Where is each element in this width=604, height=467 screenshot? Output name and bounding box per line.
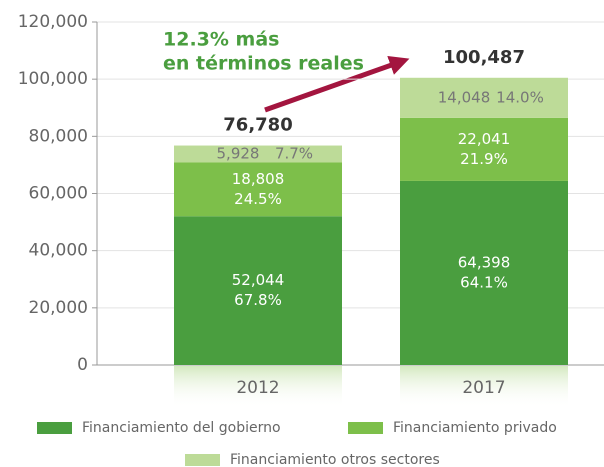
arrow <box>264 55 410 113</box>
legend-label: Financiamiento otros sectores <box>230 452 440 467</box>
data-label: 22,041 <box>458 130 511 148</box>
x-tick-label: 2012 <box>236 378 279 398</box>
share-label: 67.8% <box>234 291 282 309</box>
y-tick-label: 20,000 <box>29 298 88 318</box>
legend-label: Financiamiento privado <box>393 420 557 436</box>
legend-swatch <box>37 422 72 434</box>
data-label: 18,808 <box>232 170 285 188</box>
bar-segment <box>400 117 568 181</box>
bar-segment <box>400 180 568 365</box>
y-tick-label: 120,000 <box>18 12 88 32</box>
legend-label: Financiamiento del gobierno <box>82 420 281 436</box>
y-tick-label: 100,000 <box>18 69 88 89</box>
share-label: 7.7% <box>275 145 313 163</box>
x-tick-label: 2017 <box>462 378 505 398</box>
legend-swatch <box>185 454 220 466</box>
bar-segment <box>174 216 342 365</box>
annotation: 12.3% más <box>163 29 279 51</box>
y-tick-label: 0 <box>77 355 88 375</box>
reflection <box>400 366 568 408</box>
data-label: 14,048 <box>438 88 491 106</box>
share-label: 64.1% <box>460 273 508 291</box>
share-label: 21.9% <box>460 150 508 168</box>
bar-segment <box>400 77 568 118</box>
total-label: 76,780 <box>223 115 292 136</box>
data-label: 64,398 <box>458 253 511 271</box>
data-label: 52,044 <box>232 271 285 289</box>
y-tick-label: 60,000 <box>29 184 88 204</box>
reflection <box>174 366 342 408</box>
legend-swatch <box>348 422 383 434</box>
bar-segment <box>174 145 342 163</box>
y-tick-label: 40,000 <box>29 241 88 261</box>
total-label: 100,487 <box>443 47 525 68</box>
data-label: 5,928 <box>217 145 260 163</box>
share-label: 24.5% <box>234 190 282 208</box>
y-tick-label: 80,000 <box>29 126 88 146</box>
bar-segment <box>174 162 342 217</box>
share-label: 14.0% <box>496 88 544 106</box>
annotation: en términos reales <box>163 53 364 75</box>
